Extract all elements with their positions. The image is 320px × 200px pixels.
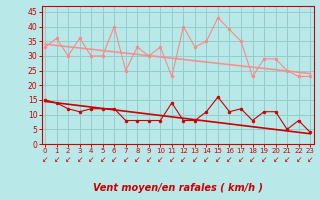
Text: ↙: ↙ [249,155,256,164]
Text: ↙: ↙ [295,155,302,164]
Text: ↙: ↙ [307,155,313,164]
Text: ↙: ↙ [65,155,71,164]
Text: ↙: ↙ [157,155,164,164]
Text: ↙: ↙ [88,155,94,164]
Text: ↙: ↙ [203,155,210,164]
Text: ↙: ↙ [42,155,48,164]
Text: ↙: ↙ [215,155,221,164]
Text: ↙: ↙ [76,155,83,164]
Text: ↙: ↙ [100,155,106,164]
Text: ↙: ↙ [226,155,233,164]
Text: ↙: ↙ [180,155,187,164]
Text: ↙: ↙ [146,155,152,164]
Text: ↙: ↙ [261,155,267,164]
Text: ↙: ↙ [192,155,198,164]
Text: ↙: ↙ [284,155,290,164]
Text: ↙: ↙ [53,155,60,164]
Text: ↙: ↙ [272,155,279,164]
Text: ↙: ↙ [238,155,244,164]
Text: ↙: ↙ [169,155,175,164]
Text: ↙: ↙ [123,155,129,164]
Text: ↙: ↙ [134,155,140,164]
Text: Vent moyen/en rafales ( km/h ): Vent moyen/en rafales ( km/h ) [92,183,263,193]
Text: ↙: ↙ [111,155,117,164]
